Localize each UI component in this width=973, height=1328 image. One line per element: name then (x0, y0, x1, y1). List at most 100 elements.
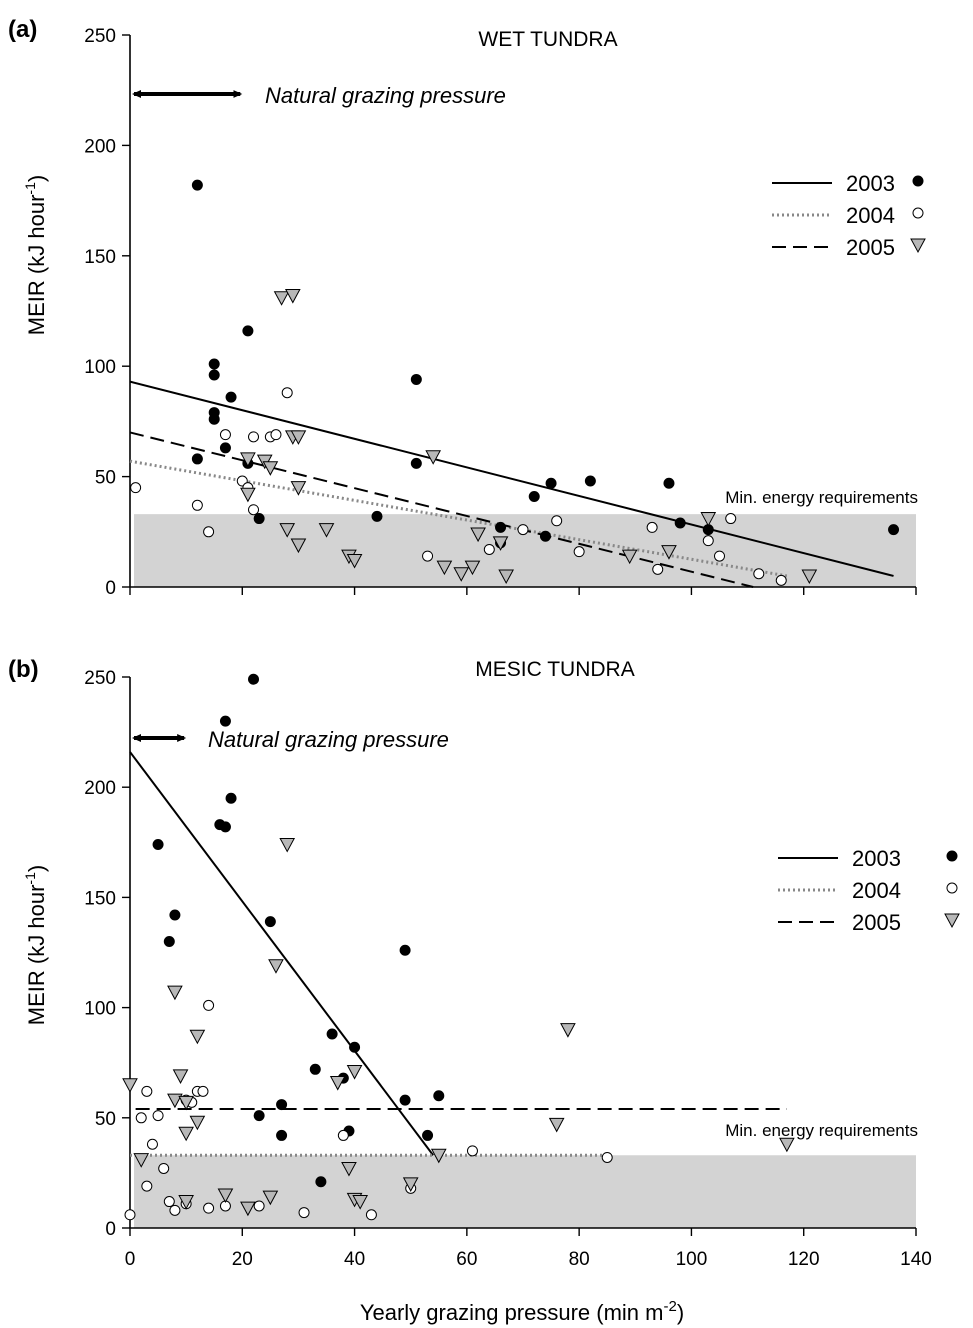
data-point-2003 (422, 1129, 434, 1141)
x-tick-label: 140 (900, 1249, 932, 1270)
data-point-2004 (135, 1112, 147, 1124)
data-point-2003 (539, 530, 551, 542)
data-point-2004 (203, 999, 215, 1011)
data-point-2004 (753, 568, 765, 580)
data-point-2004 (191, 499, 203, 511)
data-point-2004 (337, 1129, 349, 1141)
data-point-2004 (203, 526, 215, 538)
data-point-2005 (279, 838, 296, 853)
y-axis-label-text: MEIR (kJ hour-1) (22, 865, 49, 1025)
data-point-2005 (290, 430, 307, 445)
fit-line-2003 (129, 380, 894, 577)
data-point-2003 (242, 325, 254, 337)
legend-marker-2005 (944, 913, 960, 929)
data-point-2003 (410, 373, 422, 385)
data-point-2005 (217, 1188, 234, 1203)
fit-line-2003 (129, 751, 434, 1156)
data-point-2005 (661, 545, 677, 560)
data-point-2005 (167, 985, 183, 1001)
data-point-2004 (466, 1145, 478, 1157)
data-point-2003 (326, 1028, 338, 1040)
min-energy-label: Min. energy requirements (725, 488, 918, 507)
data-point-2005 (290, 538, 307, 554)
data-point-2005 (262, 1190, 279, 1206)
x-tick-label: 40 (344, 1249, 365, 1270)
data-point-2005 (470, 527, 486, 543)
data-point-2005 (189, 1115, 206, 1131)
data-point-2005 (346, 554, 363, 569)
legend-label-2004: 2004 (846, 203, 895, 228)
data-point-2005 (402, 1177, 419, 1192)
data-point-2005 (700, 512, 717, 527)
data-point-2004 (253, 1200, 265, 1212)
data-point-2003 (399, 1094, 411, 1106)
y-tick-label: 0 (105, 1219, 116, 1240)
data-point-2005 (172, 1069, 189, 1084)
data-point-2005 (240, 1201, 256, 1217)
y-tick-label: 100 (84, 999, 116, 1020)
data-point-2004 (652, 563, 664, 575)
legend-label-2003: 2003 (846, 171, 895, 196)
data-point-2003 (225, 391, 237, 403)
data-point-2005 (279, 523, 296, 538)
data-point-2004 (169, 1204, 181, 1216)
legend: 2003 2004 2005 (778, 846, 960, 935)
data-point-2003 (276, 1129, 288, 1141)
data-point-2005 (430, 1148, 447, 1164)
data-point-2004 (130, 482, 142, 494)
data-point-2004 (573, 546, 585, 558)
data-point-2004 (141, 1180, 153, 1192)
data-point-2005 (453, 567, 470, 582)
data-point-2004 (298, 1207, 310, 1219)
data-point-2003 (225, 792, 237, 804)
legend-label-2003: 2003 (852, 846, 901, 871)
x-tick-label: 80 (569, 1249, 590, 1270)
data-point-2005 (268, 959, 284, 974)
data-point-2005 (318, 523, 335, 538)
data-point-2003 (399, 944, 411, 956)
y-axis-label: MEIR (kJ hour-1) (22, 865, 49, 1025)
x-tick-label: 20 (232, 1249, 253, 1270)
data-point-2004 (146, 1138, 158, 1150)
panel-letter: (b) (8, 656, 39, 683)
data-point-2003 (152, 839, 164, 851)
x-tick-label: 60 (456, 1249, 477, 1270)
data-point-2003 (208, 358, 220, 370)
data-point-2005 (779, 1137, 795, 1153)
data-point-2004 (219, 429, 231, 441)
data-point-2005 (346, 1065, 363, 1080)
data-point-2005 (341, 1161, 357, 1177)
data-point-2004 (702, 535, 714, 547)
data-point-2004 (248, 431, 260, 443)
natural-grazing-label: Natural grazing pressure (208, 727, 449, 752)
legend-marker-2004 (912, 207, 924, 219)
data-point-2005 (801, 569, 818, 585)
data-point-2003 (248, 673, 260, 685)
data-point-2003 (315, 1176, 327, 1188)
x-axis-label: Yearly grazing pressure (min m-2) (360, 1298, 684, 1325)
data-point-2003 (495, 521, 507, 533)
legend-marker-2003 (946, 850, 958, 862)
data-point-2003 (208, 413, 220, 425)
data-point-2004 (422, 550, 434, 562)
data-point-2004 (197, 1085, 209, 1097)
data-point-2004 (483, 543, 495, 555)
data-point-2005 (498, 569, 514, 585)
panel-a-wet-tundra: (a) WET TUNDRA MEIR (kJ hour-1) Min. ene… (8, 16, 926, 599)
data-point-2003 (528, 490, 540, 502)
data-point-2004 (551, 515, 563, 527)
data-point-2005 (122, 1078, 138, 1093)
data-point-2005 (262, 461, 279, 476)
data-point-2003 (264, 916, 276, 928)
data-point-2004 (163, 1196, 175, 1208)
panel-b-mesic-tundra: (b) MESIC TUNDRA MEIR (kJ hour-1) Min. e… (8, 656, 960, 1270)
data-point-2003 (219, 715, 231, 727)
data-point-2005 (133, 1153, 150, 1168)
data-point-2003 (371, 510, 383, 522)
data-point-2005 (560, 1023, 576, 1038)
data-point-2004 (124, 1209, 136, 1221)
natural-grazing-label: Natural grazing pressure (265, 83, 506, 108)
data-point-2004 (775, 574, 787, 586)
chart-title: WET TUNDRA (478, 28, 617, 51)
y-axis-label-text: MEIR (kJ hour-1) (22, 175, 49, 335)
